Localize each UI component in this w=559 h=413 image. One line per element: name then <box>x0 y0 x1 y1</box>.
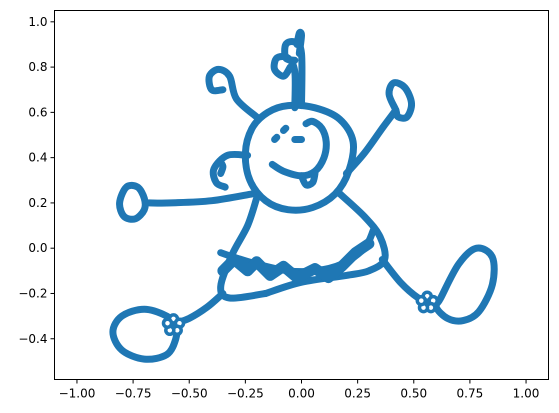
series-scatter-figure <box>109 28 498 363</box>
x-axis: −1.00 −0.75 −0.50 −0.25 0.00 0.25 0.50 0.75 1.00 <box>59 379 540 401</box>
y-tick-label: 1.0 <box>28 15 47 29</box>
figure-body-left <box>217 194 270 302</box>
figure-eye-left <box>271 133 281 143</box>
y-tick-label: 0.8 <box>28 60 47 74</box>
y-tick-label: 0.6 <box>28 105 47 119</box>
figure-arm-right <box>342 106 400 177</box>
x-tick-label: −1.00 <box>59 387 96 401</box>
figure-hand-left <box>116 181 149 223</box>
figure-flower-left <box>161 313 186 337</box>
figure-mouth <box>268 117 330 180</box>
flower-center <box>425 300 430 305</box>
figure-head <box>241 101 357 214</box>
figure-tongue <box>298 170 319 189</box>
figure-skirt-scribble <box>217 238 375 284</box>
flower-petal <box>161 317 174 329</box>
figure-foot-right <box>432 244 498 325</box>
figure-curl-2 <box>281 38 306 110</box>
flower-center <box>171 323 176 328</box>
figure-arm-left <box>145 190 256 207</box>
y-tick-label: 0.2 <box>28 196 47 210</box>
figure-curl-4 <box>205 65 261 121</box>
figure-curl-3 <box>293 28 305 57</box>
figure-eye-right <box>280 124 290 134</box>
figure-leg-left <box>172 290 227 327</box>
y-tick-label: −0.2 <box>18 286 47 300</box>
figure-ear-inner <box>217 158 227 177</box>
figure-body-right <box>262 188 389 297</box>
y-tick-label: 0.4 <box>28 151 47 165</box>
y-tick-label: 0.0 <box>28 241 47 255</box>
x-tick-label: −0.50 <box>171 387 208 401</box>
figure-ear <box>209 150 252 191</box>
x-tick-label: 0.00 <box>288 387 315 401</box>
x-tick-label: −0.25 <box>227 387 264 401</box>
figure-hand-right <box>385 79 416 122</box>
figure-curl-1 <box>270 53 299 112</box>
y-axis: −0.4 −0.2 0.0 0.2 0.4 0.6 0.8 1.0 <box>18 15 55 346</box>
x-tick-label: 1.00 <box>513 387 540 401</box>
x-tick-label: 0.25 <box>344 387 371 401</box>
flower-petal <box>415 294 428 307</box>
x-tick-label: −0.75 <box>115 387 152 401</box>
y-tick-label: −0.4 <box>18 332 47 346</box>
x-tick-label: 0.50 <box>400 387 427 401</box>
figure-flower-right <box>415 290 439 314</box>
x-tick-label: 0.75 <box>457 387 484 401</box>
